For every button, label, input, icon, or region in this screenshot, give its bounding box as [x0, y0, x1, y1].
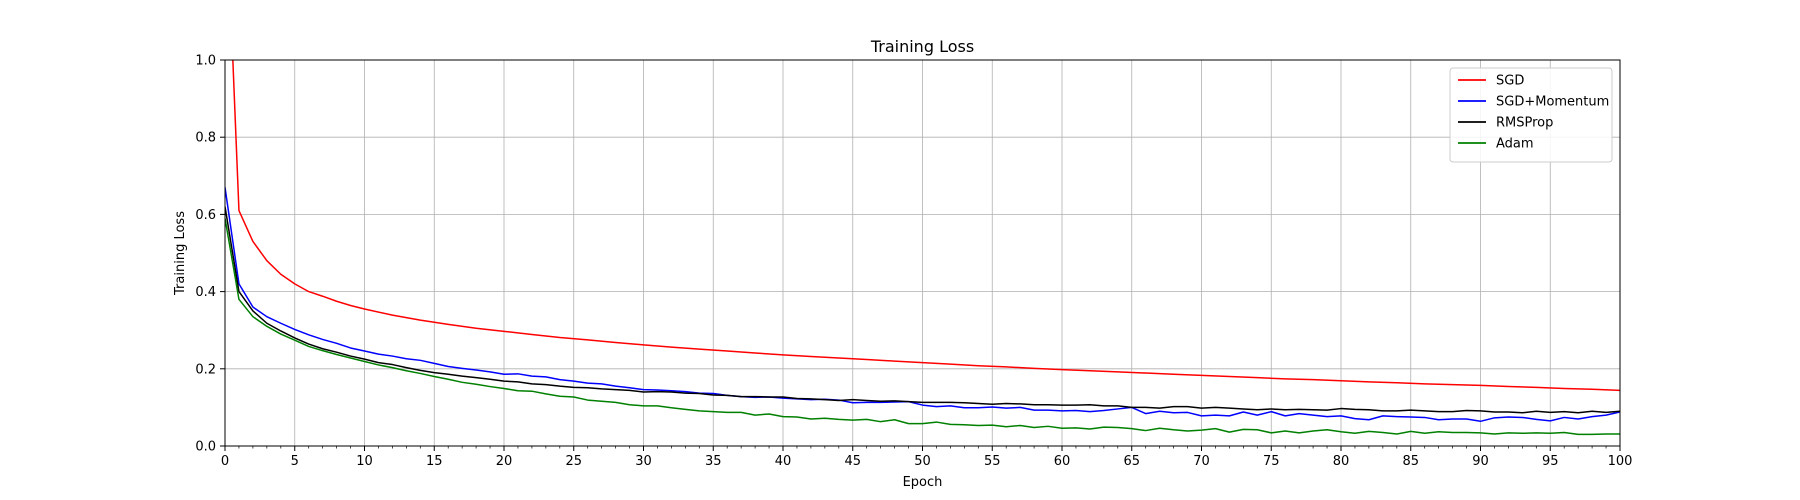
x-tick-label: 70 [1193, 454, 1210, 469]
axis-ticks: 0 5 10 15 20 25 30 35 40 45 50 55 60 65 70 75 80 85 90 95 10… [195, 54, 1632, 470]
y-tick-label: 0.2 [195, 362, 216, 377]
x-tick-label: 100 [1608, 454, 1633, 469]
x-tick-label: 0 [221, 454, 229, 469]
x-tick-label: 40 [775, 454, 792, 469]
y-tick-label: 0.4 [195, 285, 216, 300]
legend-label-sgd: SGD [1496, 74, 1524, 89]
x-tick-label: 60 [1054, 454, 1071, 469]
x-tick-label: 65 [1123, 454, 1140, 469]
grid [224, 59, 1621, 447]
series-line-sgd [232, 60, 1620, 392]
series-line-sgd-momentum [225, 187, 1620, 423]
x-tick-label: 35 [705, 454, 722, 469]
legend-label-adam: Adam [1496, 137, 1534, 152]
legend: SGD SGD+Momentum RMSProp Adam [1449, 67, 1613, 163]
y-tick-label: 0.6 [195, 208, 216, 223]
y-axis-label: Training Loss [173, 211, 188, 296]
y-tick-label: 0.0 [195, 440, 216, 455]
x-tick-label: 50 [914, 454, 931, 469]
chart-title: Training Loss [870, 37, 974, 56]
x-tick-label: 20 [496, 454, 513, 469]
x-tick-label: 55 [984, 454, 1001, 469]
x-tick-label: 25 [565, 454, 582, 469]
x-tick-label: 95 [1542, 454, 1559, 469]
legend-label-rmsprop: RMSProp [1496, 116, 1553, 131]
legend-box [1449, 67, 1613, 163]
x-tick-label: 10 [356, 454, 373, 469]
y-tick-label: 0.8 [195, 131, 216, 146]
y-tick-label: 1.0 [195, 54, 216, 69]
x-tick-label: 80 [1333, 454, 1350, 469]
x-tick-label: 45 [844, 454, 861, 469]
legend-label-sgd-momentum: SGD+Momentum [1496, 95, 1609, 110]
x-tick-label: 30 [635, 454, 652, 469]
x-tick-label: 90 [1472, 454, 1489, 469]
series-lines [225, 60, 1620, 436]
x-tick-label: 15 [426, 454, 443, 469]
x-tick-label: 5 [291, 454, 299, 469]
series-line-rmsprop [225, 206, 1620, 414]
x-axis-label: Epoch [903, 475, 943, 490]
x-tick-label: 85 [1402, 454, 1419, 469]
x-tick-label: 75 [1263, 454, 1280, 469]
series-line-adam [225, 218, 1620, 436]
